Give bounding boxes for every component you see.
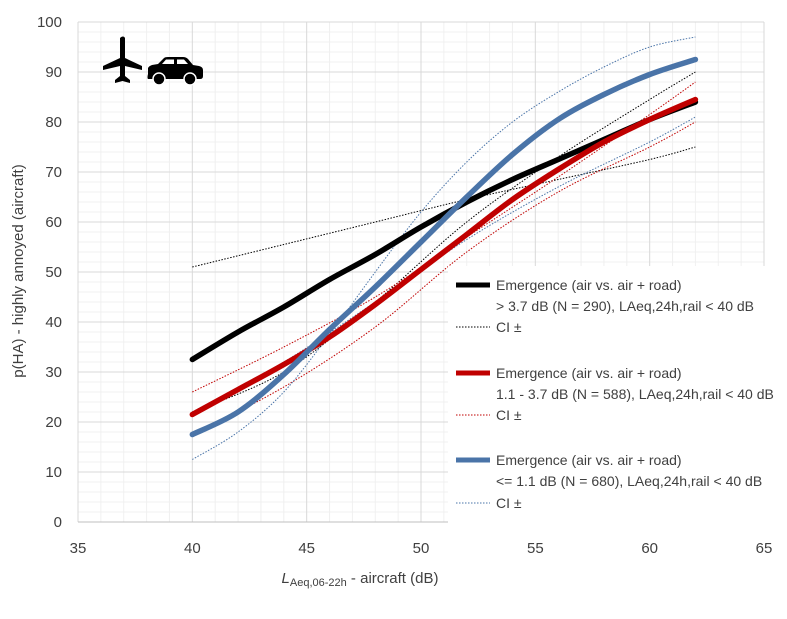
legend-entry-blue: Emergence (air vs. air + road) <= 1.1 dB… [456,452,762,511]
legend-label-red-line1: Emergence (air vs. air + road) [496,365,682,381]
airplane-icon [103,36,142,83]
y-tick-label: 60 [45,214,62,231]
series-line-red [189,96,699,418]
x-tick-label: 65 [756,540,773,557]
legend-entry-black: Emergence (air vs. air + road) > 3.7 dB … [456,277,754,335]
x-tick-label: 35 [70,540,87,557]
x-tick-label: 45 [298,540,315,557]
x-tick-label: 40 [184,540,201,557]
legend-ci-label-red: CI ± [496,407,522,423]
y-tick-label: 30 [45,364,62,381]
legend-background [448,266,783,524]
y-tick-label: 10 [45,464,62,481]
y-tick-label: 50 [45,264,62,281]
legend-label-black-line2: > 3.7 dB (N = 290), LAeq,24h,rail < 40 d… [496,298,754,314]
y-tick-label: 40 [45,314,62,331]
y-tick-label: 90 [45,64,62,81]
y-tick-label: 100 [37,14,62,31]
x-tick-labels: 35 40 45 50 55 60 65 [70,540,773,557]
series-lines [189,56,699,438]
x-tick-label: 60 [641,540,658,557]
legend-ci-label-black: CI ± [496,319,522,335]
x-axis-title: LAeq,06-22h - aircraft (dB) [282,570,439,589]
y-tick-label: 20 [45,414,62,431]
x-tick-label: 50 [413,540,430,557]
legend-ci-label-blue: CI ± [496,495,522,511]
legend-entry-red: Emergence (air vs. air + road) 1.1 - 3.7… [456,365,774,423]
series-line-blue [189,56,699,438]
legend-label-red-line2: 1.1 - 3.7 dB (N = 588), LAeq,24h,rail < … [496,386,774,402]
y-tick-labels: 0 10 20 30 40 50 60 70 80 90 100 [37,14,62,531]
legend-label-blue-line2: <= 1.1 dB (N = 680), LAeq,24h,rail < 40 … [496,473,762,489]
x-axis-title-prefix: L [282,570,290,587]
ci-line-blue-upper [192,36,696,460]
legend-label-blue-line1: Emergence (air vs. air + road) [496,452,682,468]
x-axis-title-subscript: Aeq,06-22h [290,577,347,589]
legend: Emergence (air vs. air + road) > 3.7 dB … [448,266,783,524]
y-tick-label: 80 [45,114,62,131]
y-axis-title: p(HA) - highly annoyed (aircraft) [10,164,27,377]
ci-line-blue-lower [192,116,696,413]
legend-label-black-line1: Emergence (air vs. air + road) [496,277,682,293]
car-icon [147,57,203,86]
x-axis-title-suffix: - aircraft (dB) [347,570,439,587]
ci-line-red-lower [192,121,696,435]
x-tick-label: 55 [527,540,544,557]
y-tick-label: 0 [54,514,62,531]
y-tick-label: 70 [45,164,62,181]
